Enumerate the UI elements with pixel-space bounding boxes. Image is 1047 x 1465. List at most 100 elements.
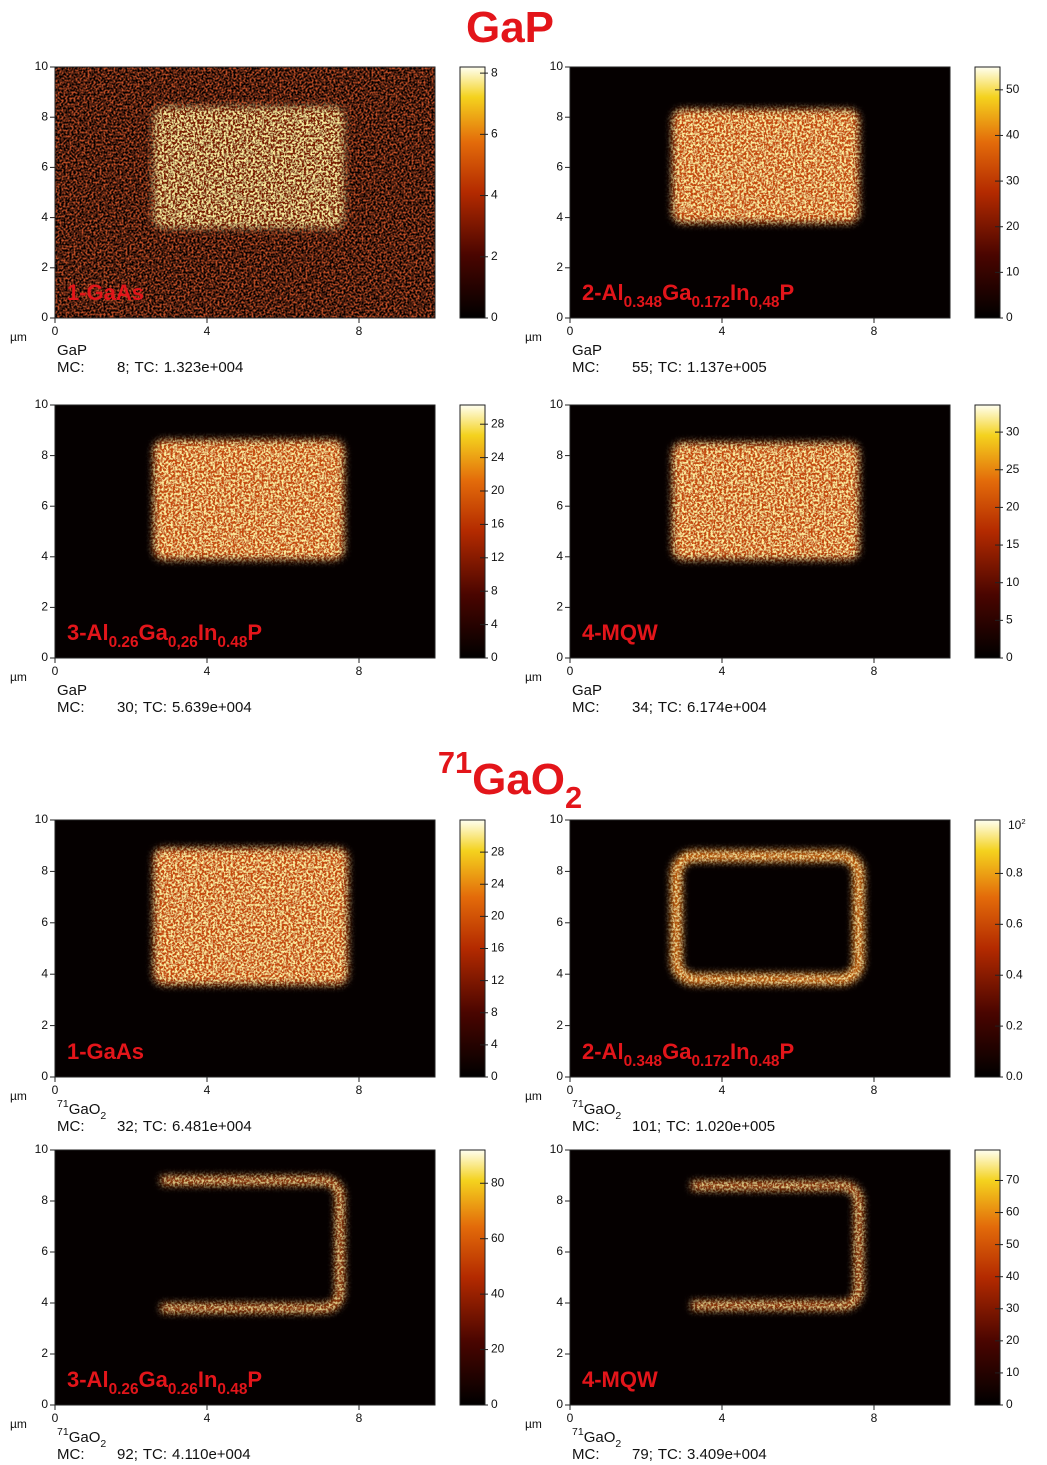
x-tick-label: 0 (52, 324, 59, 338)
species: GaP (57, 342, 87, 359)
text-part: 0.26 (168, 1381, 198, 1398)
plot-frame (569, 1149, 951, 1406)
y-tick-label: 8 (556, 1193, 563, 1207)
text-part: GaO (584, 1429, 616, 1446)
tc-label: TC: (666, 1118, 690, 1135)
y-tick-label: 10 (35, 1142, 49, 1156)
colorbar-tick-label: 30 (1006, 173, 1020, 187)
text-part: GaP (466, 3, 554, 52)
colorbar-tick-label: 0 (491, 310, 498, 324)
y-tick-label: 6 (556, 1244, 563, 1258)
colorbar-tick-label: 10 (1006, 265, 1020, 279)
panel-label: 4-MQW (582, 620, 658, 645)
tc-value: 1.020e+005 (695, 1118, 775, 1135)
x-tick-label: 4 (204, 1083, 211, 1097)
tc-label: TC: (143, 699, 167, 716)
axis-unit: µm (525, 1089, 542, 1103)
y-tick-label: 2 (41, 600, 48, 614)
text-part: 4-MQW (582, 620, 658, 645)
tc-label: TC: (135, 359, 159, 376)
y-tick-label: 4 (41, 549, 48, 563)
text-part: 0.172 (691, 294, 730, 311)
text-part: 0.26 (109, 634, 139, 651)
mc-line: 32; TC: 6.481e+004 (117, 1118, 252, 1135)
colorbar (974, 66, 1001, 319)
y-tick-label: 8 (41, 1193, 48, 1207)
text-part: 0,48 (750, 294, 780, 311)
species: GaP (572, 342, 602, 359)
x-tick-label: 4 (719, 1083, 726, 1097)
tc-label: TC: (658, 699, 682, 716)
y-tick-label: 2 (556, 600, 563, 614)
text-part: Ga (139, 1367, 169, 1392)
text-part: 0.172 (691, 1053, 730, 1070)
y-tick-label: 2 (41, 1018, 48, 1032)
axis-unit: µm (525, 670, 542, 684)
text-part: P (779, 280, 794, 305)
y-tick-label: 0 (556, 650, 563, 664)
colorbar-tick-label: 0.6 (1006, 916, 1023, 930)
y-tick-label: 2 (41, 260, 48, 274)
text-part: In (198, 620, 218, 645)
tc-label: TC: (143, 1118, 167, 1135)
plot-frame (54, 66, 436, 319)
colorbar-tick-label: 0.4 (1006, 967, 1023, 981)
text-part: P (779, 1039, 794, 1064)
colorbar-tick-label: 24 (491, 450, 505, 464)
colorbar-tick-label: 0.8 (1006, 866, 1023, 880)
y-tick-label: 0 (41, 650, 48, 664)
y-tick-label: 6 (41, 160, 48, 174)
text-part: 0.26 (109, 1381, 139, 1398)
plot-frame (54, 404, 436, 659)
mc-value: 34 (632, 699, 649, 716)
text-part: 2-Al (582, 280, 624, 305)
colorbar-tick-label: 6 (491, 127, 498, 141)
colorbar-tick-label: 0 (1006, 650, 1013, 664)
y-tick-label: 4 (556, 210, 563, 224)
axis-unit: µm (10, 1417, 27, 1431)
y-tick-label: 10 (35, 397, 49, 411)
x-tick-label: 0 (567, 324, 574, 338)
mc-label: MC: (572, 1118, 600, 1135)
colorbar-tick-label: 20 (1006, 1333, 1020, 1347)
mc-line: 101; TC: 1.020e+005 (632, 1118, 775, 1135)
separator: ; (657, 1118, 661, 1135)
text-part: 2-Al (582, 1039, 624, 1064)
colorbar (974, 1149, 1001, 1406)
x-tick-label: 8 (356, 1083, 363, 1097)
x-tick-label: 8 (871, 1083, 878, 1097)
text-part: 2 (100, 1110, 106, 1122)
separator: ; (134, 699, 138, 716)
section-title: GaP (466, 3, 554, 52)
mc-label: MC: (57, 699, 85, 716)
colorbar-tick-label: 4 (491, 617, 498, 631)
colorbar (459, 404, 486, 659)
separator: ; (125, 359, 129, 376)
mc-value: 92 (117, 1446, 134, 1463)
panel-label: 1-GaAs (67, 1039, 144, 1064)
axis-unit: µm (10, 330, 27, 344)
colorbar-tick-label: 24 (491, 876, 505, 890)
text-part: GaP (572, 682, 602, 699)
y-tick-label: 10 (550, 397, 564, 411)
tc-label: TC: (658, 1446, 682, 1463)
colorbar-tick-label: 0 (1006, 310, 1013, 324)
y-tick-label: 2 (556, 260, 563, 274)
y-tick-label: 0 (556, 310, 563, 324)
signal-region (153, 440, 344, 560)
signal-frame (671, 850, 864, 985)
tc-value: 3.409e+004 (687, 1446, 767, 1463)
y-tick-label: 4 (556, 966, 563, 980)
colorbar-tick-label: 20 (1006, 219, 1020, 233)
text-part: Ga (662, 280, 692, 305)
colorbar-tick-label: 40 (1006, 1269, 1020, 1283)
colorbar-tick-label: 5 (1006, 613, 1013, 627)
axis-unit: µm (525, 1417, 542, 1431)
colorbar-tick-label: 4 (491, 188, 498, 202)
text-part: GaP (572, 342, 602, 359)
y-tick-label: 10 (550, 812, 564, 826)
tc-value: 4.110e+004 (172, 1446, 251, 1463)
text-part: 1-GaAs (67, 280, 144, 305)
x-tick-label: 0 (567, 1083, 574, 1097)
text-part: 3-Al (67, 1367, 109, 1392)
